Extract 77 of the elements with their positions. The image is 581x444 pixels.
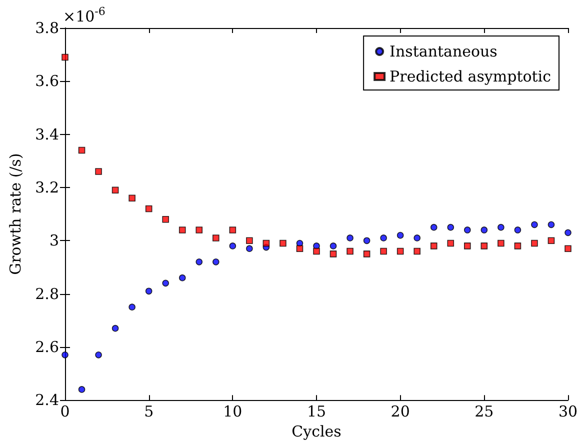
point (178, 274, 186, 282)
point (564, 245, 572, 252)
point (396, 232, 404, 239)
y-tick-label: 2.6 (35, 338, 59, 356)
point (128, 194, 136, 202)
point (212, 234, 220, 242)
point (363, 250, 370, 258)
point (447, 240, 454, 247)
point (531, 221, 538, 228)
y-tick-label: 3 (49, 232, 59, 250)
point (498, 240, 504, 247)
point (262, 240, 270, 247)
point (464, 226, 471, 234)
x-tick-label: 25 (474, 402, 494, 421)
point (178, 226, 186, 234)
point (414, 248, 420, 255)
y-tick-label: 2.4 (35, 391, 59, 410)
point (380, 234, 387, 242)
point (447, 224, 454, 231)
point (330, 250, 337, 258)
legend-label: Predicted asymptotic (390, 68, 552, 86)
y-tick-label: 3.6 (35, 72, 59, 90)
point (162, 280, 169, 287)
point (229, 226, 236, 234)
x-tick-label: 10 (223, 402, 242, 421)
point (548, 237, 555, 244)
point (346, 248, 354, 255)
point (396, 248, 404, 255)
y-tick-label: 3.8 (35, 19, 59, 37)
legend-label: Instantaneous (390, 42, 498, 60)
x-tick-label: 20 (390, 402, 410, 421)
point (498, 224, 504, 231)
point (414, 234, 420, 242)
point (145, 205, 152, 212)
point (531, 240, 538, 247)
point (330, 242, 337, 250)
point (162, 216, 169, 223)
point (145, 288, 152, 295)
point (128, 304, 136, 310)
y-tick-label: 3.2 (35, 178, 59, 196)
point (346, 234, 354, 242)
point (246, 245, 253, 252)
x-axis-title: Cycles (292, 422, 342, 440)
point (212, 258, 220, 266)
point (548, 221, 555, 228)
point (480, 242, 488, 250)
point (95, 168, 102, 175)
point (430, 224, 438, 231)
point (246, 237, 253, 244)
point (480, 226, 488, 234)
point (514, 242, 522, 250)
point (363, 237, 370, 244)
point (112, 186, 119, 194)
point (296, 245, 304, 252)
point (380, 248, 387, 255)
y-tick-label: 3.4 (35, 125, 59, 144)
point (95, 352, 102, 358)
point (196, 226, 203, 234)
x-tick-label: 15 (306, 402, 326, 421)
y-tick-label: 2.8 (35, 284, 59, 303)
x-tick-label: 5 (144, 402, 154, 421)
point (229, 242, 236, 250)
point (564, 229, 572, 236)
point (280, 240, 286, 247)
point (514, 226, 522, 234)
point (62, 54, 68, 61)
point (78, 386, 86, 393)
point (112, 324, 119, 332)
point (430, 242, 438, 250)
y-axis-title: Growth rate (/s) (6, 153, 24, 275)
point (78, 146, 86, 154)
point (196, 258, 203, 266)
point (62, 352, 68, 358)
point (313, 248, 320, 255)
point (464, 242, 471, 250)
x-tick-label: 0 (60, 402, 70, 421)
x-tick-label: 30 (558, 402, 578, 421)
